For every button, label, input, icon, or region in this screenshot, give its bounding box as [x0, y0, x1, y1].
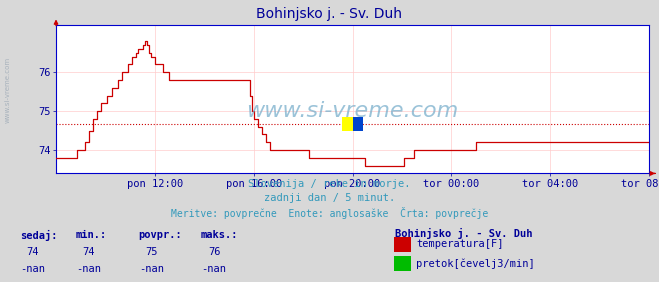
Text: -nan: -nan: [139, 264, 164, 274]
Text: Bohinjsko j. - Sv. Duh: Bohinjsko j. - Sv. Duh: [256, 7, 403, 21]
Text: temperatura[F]: temperatura[F]: [416, 239, 504, 249]
Text: Meritve: povprečne  Enote: anglosaške  Črta: povprečje: Meritve: povprečne Enote: anglosaške Črt…: [171, 207, 488, 219]
Text: -nan: -nan: [76, 264, 101, 274]
Text: sedaj:: sedaj:: [20, 230, 57, 241]
Text: 75: 75: [146, 247, 158, 257]
Text: 74: 74: [27, 247, 39, 257]
Text: -nan: -nan: [20, 264, 45, 274]
Text: min.:: min.:: [76, 230, 107, 240]
Text: zadnji dan / 5 minut.: zadnji dan / 5 minut.: [264, 193, 395, 203]
Text: pretok[čevelj3/min]: pretok[čevelj3/min]: [416, 258, 535, 269]
Text: -nan: -nan: [202, 264, 227, 274]
Text: www.si-vreme.com: www.si-vreme.com: [5, 57, 11, 123]
Text: maks.:: maks.:: [201, 230, 239, 240]
Text: Bohinjsko j. - Sv. Duh: Bohinjsko j. - Sv. Duh: [395, 228, 533, 239]
Text: povpr.:: povpr.:: [138, 230, 182, 240]
Text: 76: 76: [208, 247, 220, 257]
Text: Slovenija / reke in morje.: Slovenija / reke in morje.: [248, 179, 411, 189]
Text: 74: 74: [83, 247, 95, 257]
Text: www.si-vreme.com: www.si-vreme.com: [246, 101, 459, 121]
